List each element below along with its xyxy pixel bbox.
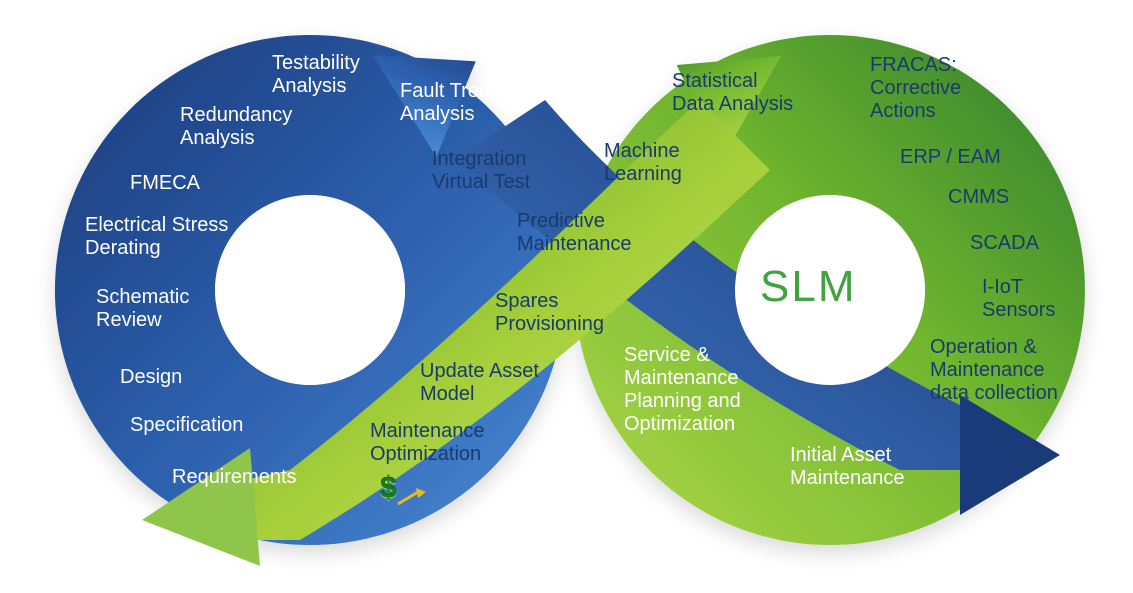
blue-band-right-label-initial_asset: Initial Asset Maintenance — [790, 444, 905, 490]
cross-band-label-stat_data: Statistical Data Analysis — [672, 70, 793, 116]
blue-ring-label-specification: Specification — [130, 414, 243, 437]
blue-ring-label-elec_stress: Electrical Stress Derating — [85, 214, 228, 260]
dollar-icon: $ — [380, 472, 397, 506]
cross-band-label-spares_prov: Spares Provisioning — [495, 290, 604, 336]
center-slm-text: SLM — [760, 262, 856, 312]
blue-ring-label-schematic: Schematic Review — [96, 286, 189, 332]
blue-band-right-label-svc_maint_plan: Service & Maintenance Planning and Optim… — [624, 344, 741, 436]
green-ring-label-op_maint_data: Operation & Maintenance data collection — [930, 336, 1058, 405]
blue-ring-label-requirements: Requirements — [172, 466, 297, 489]
cross-band-label-integration_vt: Integration Virtual Test — [432, 148, 530, 194]
dollar-trend-arrow — [396, 486, 430, 508]
cross-band-label-maint_opt: Maintenance Optimization — [370, 420, 485, 466]
blue-ring-label-testability: Testability Analysis — [272, 52, 360, 98]
cross-band-label-predictive_maint: Predictive Maintenance — [517, 210, 632, 256]
green-ring-label-fracas: FRACAS: Corrective Actions — [870, 54, 961, 123]
blue-ring-label-redundancy: Redundancy Analysis — [180, 104, 292, 150]
cross-band-label-update_asset: Update Asset Model — [420, 360, 539, 406]
cross-band-label-machine_learning: Machine Learning — [604, 140, 682, 186]
green-ring-label-erp_eam: ERP / EAM — [900, 146, 1001, 169]
green-ring-label-iiot: I-IoT Sensors — [982, 276, 1055, 322]
blue-ring-label-design: Design — [120, 366, 182, 389]
blue-ring-label-fmeca: FMECA — [130, 172, 200, 195]
green-ring-label-scada: SCADA — [970, 232, 1039, 255]
left-ring-hole — [215, 195, 405, 385]
green-ring-label-cmms: CMMS — [948, 186, 1009, 209]
blue-ring-label-fault_tree: Fault Tree Analysis — [400, 80, 490, 126]
